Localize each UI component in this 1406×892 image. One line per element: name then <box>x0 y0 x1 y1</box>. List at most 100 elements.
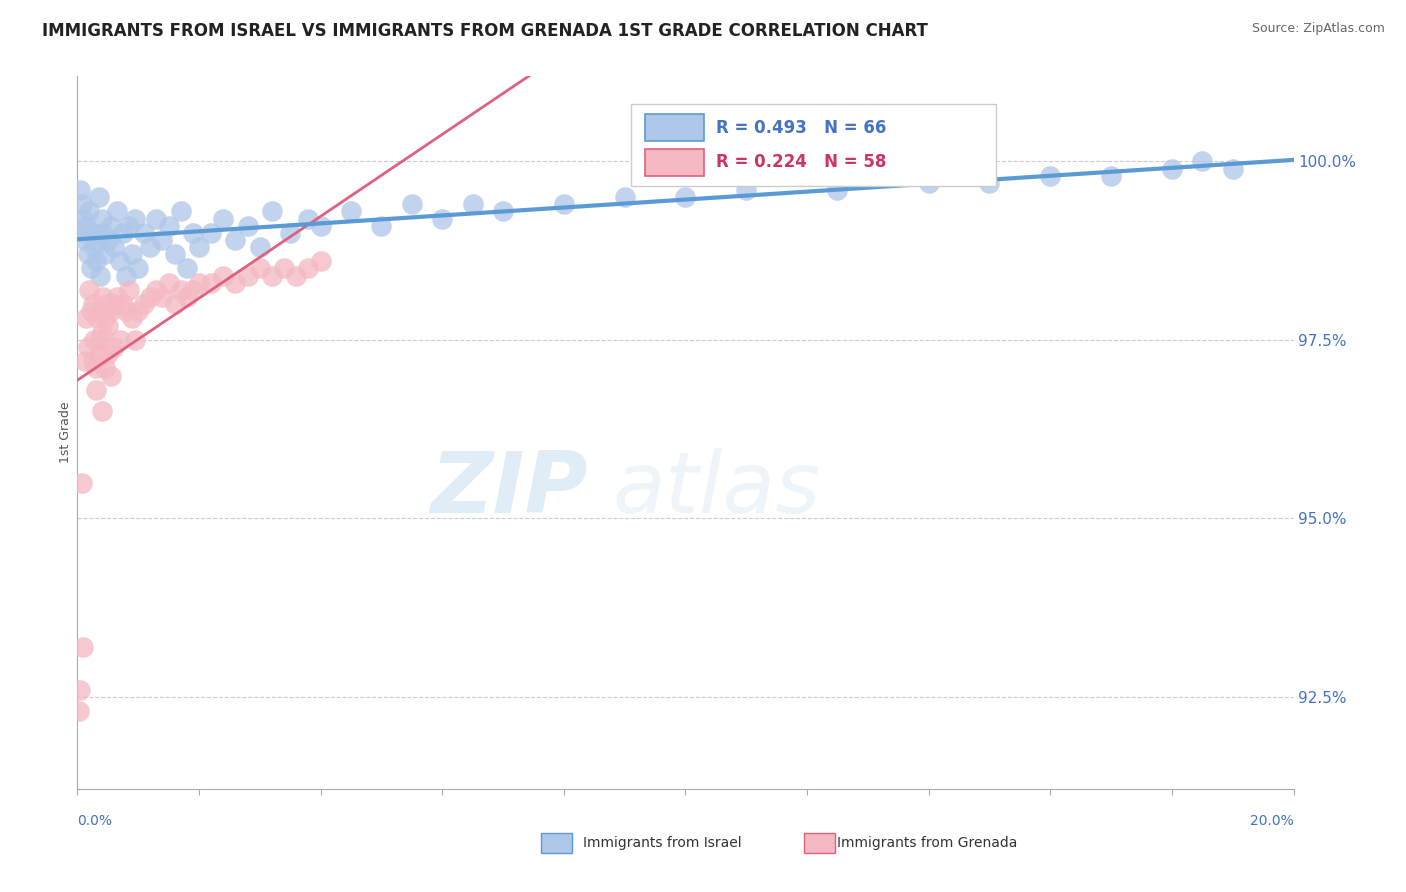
Point <box>918 176 941 190</box>
Point <box>86 233 108 247</box>
Point <box>139 240 162 254</box>
Text: IMMIGRANTS FROM ISRAEL VS IMMIGRANTS FROM GRENADA 1ST GRADE CORRELATION CHART: IMMIGRANTS FROM ISRAEL VS IMMIGRANTS FRO… <box>42 22 928 40</box>
Point <box>82 354 104 368</box>
Point <box>124 333 146 347</box>
Point <box>249 261 271 276</box>
Point <box>170 204 193 219</box>
Text: R = 0.493   N = 66: R = 0.493 N = 66 <box>716 119 886 136</box>
Point <box>87 333 110 347</box>
Point <box>82 297 104 311</box>
Point <box>73 354 96 368</box>
Point <box>236 268 259 283</box>
Point <box>72 640 94 654</box>
Point <box>79 204 101 219</box>
Point <box>461 197 484 211</box>
Point <box>108 333 131 347</box>
Point <box>1099 169 1122 183</box>
Point <box>124 211 146 226</box>
Text: Immigrants from Grenada: Immigrants from Grenada <box>837 836 1017 850</box>
Point <box>75 226 97 240</box>
Point <box>89 268 111 283</box>
Point <box>93 247 115 261</box>
Point <box>75 311 97 326</box>
Point <box>188 276 211 290</box>
Bar <box>804 833 835 853</box>
Point <box>260 204 283 219</box>
Point <box>97 318 120 333</box>
Point <box>212 211 235 226</box>
Point <box>675 190 697 204</box>
Point <box>87 347 110 361</box>
Point <box>170 283 193 297</box>
Point <box>86 311 108 326</box>
Point <box>79 283 101 297</box>
Point <box>67 704 90 718</box>
Point <box>134 297 156 311</box>
Point <box>103 240 125 254</box>
Point <box>111 226 134 240</box>
Point <box>236 219 259 233</box>
Point <box>91 226 114 240</box>
Point <box>111 297 134 311</box>
Point <box>370 219 392 233</box>
Point <box>181 283 204 297</box>
Point <box>90 404 112 418</box>
Point <box>157 219 180 233</box>
Point <box>83 240 105 254</box>
Point <box>134 226 156 240</box>
Point <box>70 197 93 211</box>
Point <box>121 311 143 326</box>
Point <box>115 304 138 318</box>
Point <box>249 240 271 254</box>
Point <box>69 682 91 697</box>
Y-axis label: 1st Grade: 1st Grade <box>59 401 72 464</box>
Point <box>176 261 198 276</box>
Point <box>145 283 167 297</box>
Point <box>93 361 115 376</box>
Point <box>260 268 283 283</box>
Point <box>97 233 120 247</box>
Point <box>152 290 174 304</box>
Point <box>212 268 235 283</box>
Point <box>90 326 112 340</box>
Point <box>152 233 174 247</box>
Point <box>827 183 849 197</box>
Point <box>118 219 141 233</box>
Point <box>87 190 110 204</box>
Point <box>105 204 128 219</box>
Bar <box>645 114 703 142</box>
Point <box>735 183 758 197</box>
Point <box>103 340 125 354</box>
Point <box>105 290 128 304</box>
Point <box>979 176 1001 190</box>
Point <box>97 347 120 361</box>
Point <box>273 261 295 276</box>
Point <box>73 233 96 247</box>
Point <box>83 333 105 347</box>
Point <box>91 290 114 304</box>
Point <box>309 254 332 268</box>
Bar <box>645 149 703 176</box>
Point <box>96 297 118 311</box>
Point <box>100 368 122 383</box>
Text: atlas: atlas <box>613 448 821 532</box>
Point <box>84 254 107 268</box>
Point <box>1161 161 1184 176</box>
Point <box>127 304 149 318</box>
Point <box>340 204 363 219</box>
Point <box>100 304 122 318</box>
Point <box>100 219 122 233</box>
Point <box>181 226 204 240</box>
Point <box>145 211 167 226</box>
Point <box>115 268 138 283</box>
Point <box>1039 169 1062 183</box>
Text: 20.0%: 20.0% <box>1250 814 1294 828</box>
Point <box>139 290 162 304</box>
Point <box>297 211 319 226</box>
Point <box>492 204 515 219</box>
Point <box>278 226 301 240</box>
Point <box>401 197 423 211</box>
Text: Source: ZipAtlas.com: Source: ZipAtlas.com <box>1251 22 1385 36</box>
Point <box>163 247 186 261</box>
Point <box>108 254 131 268</box>
